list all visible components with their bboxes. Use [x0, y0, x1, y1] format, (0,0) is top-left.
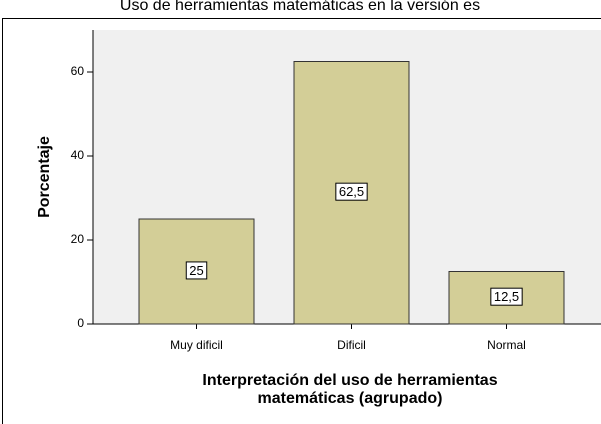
chart-title: Uso de herramientas matemáticas en la ve…	[120, 0, 480, 14]
value-label-box	[335, 182, 368, 201]
value-label-box	[185, 261, 208, 280]
x-tick-label: Dificil	[337, 338, 366, 352]
y-axis-title: Porcentaje	[36, 136, 53, 218]
value-label-box	[490, 287, 523, 306]
y-tick-label: 0	[77, 316, 84, 330]
y-tick-label: 20	[71, 232, 85, 246]
x-axis-title: Interpretación del uso de herramientas	[202, 372, 497, 389]
value-label: 62,5	[339, 184, 364, 199]
value-label: 12,5	[494, 289, 519, 304]
x-tick-label: Normal	[487, 338, 526, 352]
x-axis-title: matemáticas (agrupado)	[258, 390, 443, 407]
x-tick-label: Muy dificil	[170, 338, 223, 352]
value-label: 25	[189, 263, 203, 278]
y-tick-label: 40	[71, 148, 85, 162]
y-tick-label: 60	[71, 64, 85, 78]
bar	[448, 271, 565, 325]
